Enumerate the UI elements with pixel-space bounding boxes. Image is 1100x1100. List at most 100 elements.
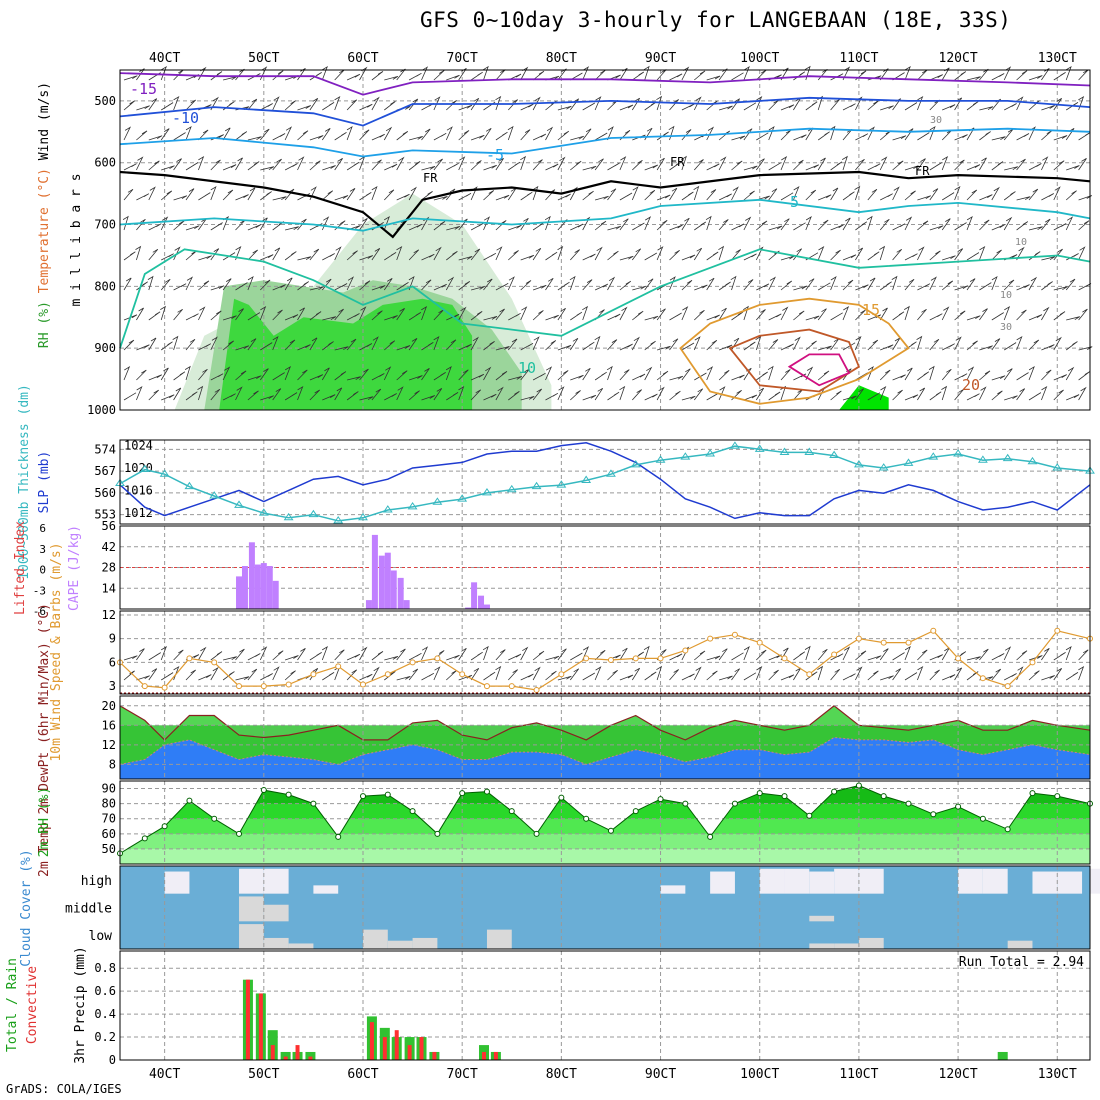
- wind-speed-marker: [459, 671, 466, 678]
- wind-barb: [136, 648, 145, 661]
- wind-barb: [198, 280, 210, 291]
- rh2m-marker: [1054, 793, 1061, 800]
- wind-barb: [297, 344, 311, 351]
- wind-barb: [755, 335, 762, 351]
- wind-barb: [198, 306, 206, 321]
- thickness-marker: [358, 512, 368, 521]
- wind-speed-marker: [855, 635, 862, 642]
- wind-barb: [966, 671, 979, 681]
- wind-barb: [545, 314, 559, 321]
- wind-barb: [817, 219, 829, 231]
- thickness-marker: [209, 491, 220, 499]
- wind-barb: [396, 68, 406, 81]
- wind-barb: [322, 316, 337, 321]
- rh2m-marker: [285, 791, 292, 798]
- wind-barb: [470, 311, 483, 321]
- wind-barb: [346, 653, 361, 661]
- chart-title: GFS 0~10day 3-hourly for LANGEBAAN (18E,…: [420, 8, 1012, 32]
- wind-barb: [185, 162, 199, 171]
- wind-barb: [904, 672, 918, 681]
- wind-barb: [743, 102, 757, 111]
- wind-barb: [197, 385, 204, 401]
- wind-barb: [979, 345, 993, 351]
- cloud-cover-bar: [858, 868, 884, 894]
- wind-barb: [706, 314, 720, 321]
- wind-barb: [594, 335, 601, 351]
- wind-barb: [483, 366, 492, 381]
- wind-barb: [222, 189, 234, 201]
- rh2m-marker: [434, 830, 441, 837]
- wind-barb: [966, 76, 981, 81]
- precip-convective-bar: [407, 1045, 412, 1060]
- wind-barb: [235, 370, 247, 381]
- time-axis-bottom-label: 40CT: [149, 1067, 180, 1082]
- wind-barb: [954, 310, 966, 321]
- wind-barb: [520, 646, 529, 661]
- cape-bar: [254, 564, 261, 609]
- wind-barb: [557, 675, 572, 681]
- wind-barb: [669, 99, 680, 111]
- wind-barb: [210, 373, 224, 381]
- wind-barb: [582, 646, 590, 661]
- rh2m-marker: [533, 830, 540, 837]
- wind-barb: [458, 156, 466, 171]
- wind10m-tick-label: 6: [109, 655, 116, 669]
- wind-barb: [979, 157, 987, 171]
- thickness-marker: [432, 497, 443, 505]
- thickness-background: [120, 440, 1090, 524]
- wind-barb: [446, 226, 461, 231]
- wind-barb: [185, 391, 198, 401]
- wind-barb: [718, 68, 728, 81]
- slp-tick-label: 1012: [124, 506, 153, 520]
- wind-barb: [557, 156, 566, 171]
- wind-speed-marker: [1004, 683, 1011, 690]
- wind-barb: [520, 673, 534, 681]
- wind-barb: [706, 251, 719, 261]
- wind-barb: [483, 127, 492, 141]
- wind-barb: [1016, 372, 1029, 381]
- wind-barb: [1003, 646, 1012, 661]
- cloud-cover-bar: [809, 871, 835, 894]
- wind-barb: [470, 71, 483, 81]
- wind-barb: [867, 339, 879, 351]
- wind-barb: [458, 306, 467, 321]
- wind-barb: [247, 98, 258, 111]
- thickness-marker: [680, 452, 691, 460]
- wind-barb: [607, 250, 619, 261]
- wind-barb: [768, 276, 776, 291]
- wind-barb: [532, 666, 541, 681]
- precip-total-bar: [305, 1051, 316, 1060]
- wind-barb: [247, 375, 262, 381]
- wind-barb: [805, 189, 817, 201]
- wind-barb: [954, 159, 965, 171]
- wind-barb: [185, 225, 200, 231]
- time-axis-bottom-label: 130CT: [1038, 1067, 1077, 1082]
- wind-barb: [619, 280, 632, 291]
- wind-barb: [458, 369, 469, 381]
- wind-barb: [160, 128, 170, 141]
- cloud-cover-bar: [759, 868, 785, 894]
- wind-barb: [1078, 308, 1088, 321]
- wind-barb: [285, 226, 299, 231]
- wind-barb: [879, 245, 886, 261]
- wind-barb: [470, 97, 480, 111]
- rh2m-marker: [310, 800, 317, 807]
- wind-barb: [446, 654, 460, 661]
- rh2m-marker: [855, 782, 862, 789]
- wind-barb: [842, 279, 854, 291]
- cape-bar: [397, 577, 404, 609]
- precip-legend-total: Total / Rain: [5, 958, 20, 1052]
- wind-barb: [508, 99, 518, 111]
- precip-convective-bar: [308, 1056, 313, 1060]
- wind-barb: [954, 71, 967, 81]
- wind-barb: [458, 104, 473, 111]
- wind-barb: [1016, 96, 1024, 111]
- wind-barb: [470, 389, 481, 401]
- wind-barb: [1028, 163, 1042, 171]
- wind-barb: [1041, 256, 1056, 261]
- time-axis-bottom-label: 50CT: [248, 1067, 279, 1082]
- wind-barb: [297, 156, 305, 171]
- rh2m-marker: [756, 790, 763, 797]
- wind-barb: [222, 252, 236, 261]
